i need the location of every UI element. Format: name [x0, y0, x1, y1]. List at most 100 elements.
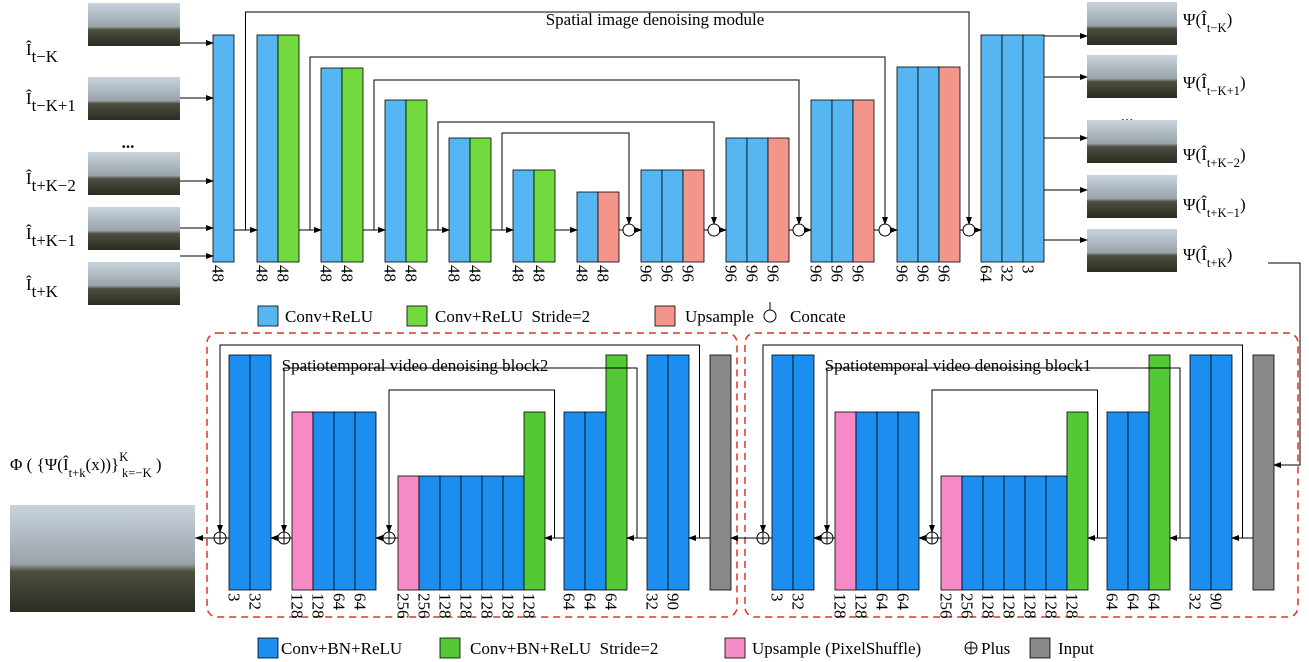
math-text: Ψ(Î: [1183, 245, 1207, 264]
connector: [757, 532, 769, 544]
concat-node: [878, 223, 892, 237]
layer: [212, 34, 235, 263]
layer: [277, 34, 300, 263]
layer: [917, 66, 940, 263]
legend-swatch: [724, 637, 746, 659]
math-sub: t−K: [1207, 21, 1227, 35]
legend-label: Conv+BN+ReLU: [281, 639, 402, 658]
connector: [926, 532, 938, 544]
layer: [661, 169, 684, 263]
layer: [709, 354, 732, 591]
layer: [852, 99, 875, 263]
channel-label: 48: [573, 265, 592, 282]
channel-label: 128: [852, 593, 871, 619]
layer: [597, 191, 620, 263]
layer: [1148, 354, 1171, 591]
channel-label: 48: [466, 265, 485, 282]
channel-label: 256: [958, 593, 977, 619]
math-text: Ψ(Î: [1183, 195, 1207, 214]
math-sub: t−K+1: [32, 96, 76, 115]
channel-label: 64: [351, 593, 370, 611]
channel-label: 3: [225, 593, 244, 602]
math-label: Ît−K+1: [26, 89, 76, 115]
math-sub: t+K−2: [32, 176, 76, 195]
photo: [88, 207, 180, 250]
legend-label: Conv+ReLU Stride=2: [435, 307, 590, 326]
layer: [682, 169, 705, 263]
math-sub: t+K−1: [1207, 206, 1240, 220]
layer: [1189, 354, 1212, 591]
photo: [88, 77, 180, 120]
layer: [897, 411, 920, 591]
channel-label: 48: [594, 265, 613, 282]
math-label: Ψ(Ît+K): [1183, 245, 1232, 270]
connector: [965, 642, 977, 654]
layer: [810, 99, 833, 263]
connector: [383, 532, 395, 544]
layer: [876, 411, 899, 591]
math-text: Φ ( {Ψ(Î: [10, 455, 69, 474]
layer: [961, 475, 984, 591]
channel-label: 32: [789, 593, 808, 610]
layer: [584, 411, 607, 591]
channel-label: 128: [478, 593, 497, 619]
concat-node: [707, 223, 721, 237]
module-title: Spatial image denoising module: [546, 10, 765, 29]
channel-label: 64: [1103, 593, 1122, 611]
legend-swatch: [654, 305, 676, 327]
math-label: Ît+K: [26, 275, 58, 301]
math-sub: k=−K: [122, 466, 152, 480]
legend-label: Concate: [790, 307, 846, 326]
photo: [88, 152, 180, 195]
photo: [88, 262, 180, 305]
channel-label: 48: [209, 265, 228, 282]
math-text: ): [152, 455, 162, 474]
legend-label: Upsample (PixelShuffle): [752, 639, 921, 658]
connector: [824, 367, 1181, 538]
channel-label: 48: [317, 265, 336, 282]
channel-label: 64: [894, 593, 913, 611]
photo: [1087, 2, 1177, 45]
layer: [767, 137, 790, 263]
layer: [725, 137, 748, 263]
math-sub: t+K: [1207, 256, 1227, 270]
layer: [397, 475, 420, 591]
connector: [501, 132, 632, 230]
layer: [341, 67, 364, 263]
math-sub: t−K+1: [1207, 84, 1240, 98]
channel-label: 48: [274, 265, 293, 282]
layer: [1252, 354, 1275, 591]
channel-label: 96: [679, 265, 698, 282]
math-label: Ψ(Ît−K+1): [1183, 73, 1246, 98]
layer: [460, 475, 483, 591]
channel-label: 128: [831, 593, 850, 619]
channel-label: 128: [309, 593, 328, 619]
math-label: Ψ(Ît+K−2): [1183, 145, 1246, 170]
layer: [533, 169, 556, 263]
layer: [1210, 354, 1233, 591]
channel-label: 32: [246, 593, 265, 610]
layer: [771, 354, 794, 591]
layer: [1106, 411, 1129, 591]
math-sub: t−K: [32, 47, 58, 66]
connector: [217, 344, 700, 538]
math-text: Ψ(Î: [1183, 73, 1207, 92]
connector: [373, 79, 802, 230]
channel-label: 90: [664, 593, 683, 610]
math-sub: t+K: [32, 282, 58, 301]
layer: [333, 411, 356, 591]
layer: [576, 191, 599, 263]
module-title: Spatiotemporal video denoising block1: [825, 356, 1092, 375]
channel-label: 32: [643, 593, 662, 610]
legend-label: Upsample: [685, 307, 754, 326]
math-text: Ψ(Î: [1183, 10, 1207, 29]
layer: [982, 475, 1005, 591]
math-sub: t+K−2: [1207, 156, 1240, 170]
channel-label: 96: [849, 265, 868, 282]
channel-label: 64: [977, 265, 996, 283]
channel-label: 128: [499, 593, 518, 619]
math-text: (x))}: [86, 455, 120, 474]
math-text: Î: [26, 40, 32, 59]
photo: [1087, 55, 1177, 98]
legend-label: Conv+BN+ReLU Stride=2: [470, 639, 658, 658]
